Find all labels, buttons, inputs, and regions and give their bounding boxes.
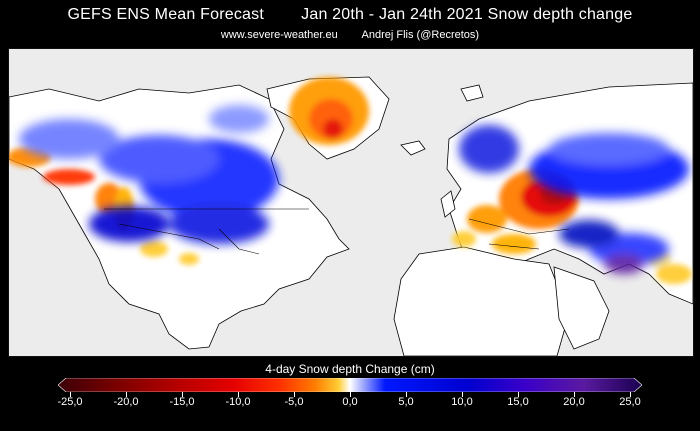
tick-label: 5,0 — [398, 396, 414, 408]
legend-title: 4-day Snow depth Change (cm) — [265, 362, 435, 376]
map-title: GEFS ENS Mean Forecast Jan 20th - Jan 24… — [67, 6, 633, 23]
tick-label: 20,0 — [563, 396, 585, 408]
svalbard-land — [460, 84, 484, 102]
coastlines — [104, 208, 570, 255]
tick-label: -20,0 — [113, 396, 139, 408]
tick-label: 10,0 — [451, 396, 473, 408]
colorbar — [58, 378, 642, 392]
tick-label: -5,0 — [284, 396, 304, 408]
uk-land — [440, 190, 456, 218]
tick-label: 25,0 — [619, 396, 641, 408]
tick-label: 0,0 — [342, 396, 358, 408]
map-canvas — [9, 49, 693, 356]
snow-increase-fields — [19, 105, 689, 274]
forecast-map — [8, 48, 694, 357]
tick-label: 15,0 — [507, 396, 529, 408]
iceland-land — [400, 140, 426, 156]
colorbar-ticks: -25,0 -20,0 -15,0 -10,0 -5,0 0,0 5,0 10,… — [0, 392, 700, 418]
africa-land — [393, 246, 570, 356]
arabia-land — [553, 266, 610, 350]
tick-label: -10,0 — [225, 396, 251, 408]
tick-label: -25,0 — [57, 396, 83, 408]
tick-label: -15,0 — [169, 396, 195, 408]
map-subtitle: www.severe-weather.eu Andrej Flis (@Recr… — [220, 29, 480, 41]
